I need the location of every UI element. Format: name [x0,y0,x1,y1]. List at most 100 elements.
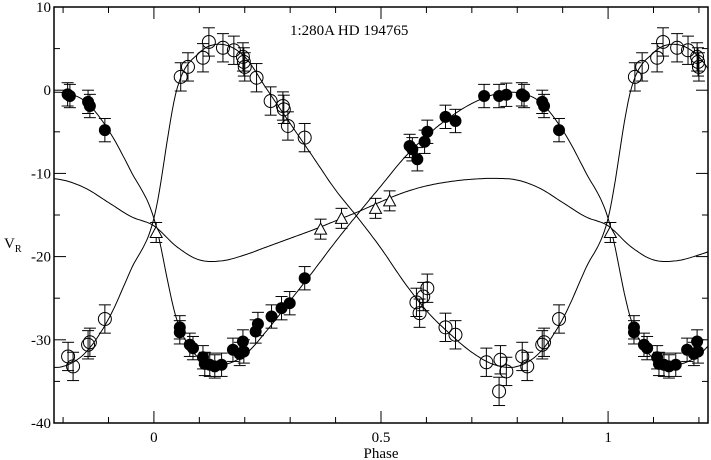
open-circle-marker [552,312,567,326]
data-point-series-2 [650,43,665,73]
data-point-series-1 [298,266,311,291]
filled-circle-marker [478,90,491,103]
open-triangle-marker [334,211,349,224]
data-point-series-1 [265,304,278,329]
open-circle-marker [635,59,650,74]
data-point-series-3 [313,218,328,240]
open-circle-marker [82,335,97,350]
filled-circle-marker [691,335,704,348]
filled-circle-marker [251,317,264,330]
open-circle-marker [479,355,494,370]
axis-ticks: 0 0.5 1 -40 -30 -20 -10 0 10 [31,0,708,446]
data-point-series-2 [173,62,188,92]
x-axis-label: Phase [364,446,399,460]
plot-frame [53,6,709,424]
open-circle-marker [499,364,514,379]
open-circle-marker [276,102,291,117]
y-tick-label: -30 [31,333,51,349]
open-circle-marker [66,359,81,374]
open-circle-marker [280,118,295,133]
data-point-series-2 [237,52,252,82]
data-point-series-2 [82,327,97,357]
data-point-series-1 [553,117,566,143]
data-point-series-1 [449,108,462,134]
open-circle-marker [691,59,706,74]
data-point-series-2 [681,35,696,65]
filled-circle-marker [421,125,434,138]
data-point-series-2 [180,52,195,82]
open-circle-marker [226,43,241,58]
data-point-series-3 [149,221,164,243]
data-point-series-1 [669,352,682,377]
data-point-series-2 [479,347,494,377]
data-point-series-1 [283,291,296,316]
data-point-series-1 [538,93,551,119]
data-point-series-1 [421,119,434,144]
open-circle-marker [492,384,507,399]
data-point-series-2 [249,63,264,93]
open-circle-marker [215,40,230,55]
open-triangle-marker [368,201,383,214]
x-tick-label: 1 [604,430,612,446]
filled-circle-marker [641,342,654,355]
data-point-series-3 [603,221,618,243]
data-point-series-1 [251,311,264,337]
open-circle-marker [237,59,252,74]
open-circle-marker [173,69,188,84]
data-point-series-2 [499,356,514,387]
filled-circle-marker [439,110,452,123]
open-circle-marker [691,54,706,69]
filled-circle-marker [538,100,551,113]
data-point-series-2 [215,33,230,63]
data-point-series-2 [297,122,312,153]
open-triangle-marker [382,193,397,207]
data-point-series-2 [635,52,650,82]
fit-curve-1 [54,91,709,366]
data-point-series-2 [670,33,685,63]
data-point-series-1 [237,339,250,364]
filled-circle-marker [298,272,311,285]
data-point-series-2 [195,43,210,73]
open-circle-marker [420,281,435,296]
open-circle-marker [448,327,463,342]
open-circle-marker [249,70,264,85]
open-circle-marker [235,49,250,64]
data-point-series-2 [691,52,706,82]
data-point-series-2 [280,111,295,141]
open-circle-marker [201,34,216,49]
x-tick-label: 0.5 [372,430,391,446]
data-point-series-2 [66,351,81,382]
fit-curves [53,43,709,368]
filled-circle-marker [283,297,296,310]
filled-circle-marker [449,114,462,127]
x-tick-label: 0 [150,430,158,446]
filled-circle-marker [186,342,199,355]
data-point-series-1 [692,339,705,364]
filled-circle-marker [692,345,705,358]
data-point-series-2 [448,320,463,350]
open-circle-marker [650,50,665,65]
y-axis-label: VR [4,236,22,255]
open-circle-marker [412,306,427,321]
filled-circle-marker [553,124,566,137]
filled-circle-marker [500,88,513,101]
data-point-series-2 [520,351,535,382]
filled-circle-marker [98,124,111,137]
open-circle-marker [195,50,210,65]
data-point-series-2 [627,62,642,92]
open-circle-marker [535,337,550,352]
data-point-series-3 [382,190,397,212]
data-point-series-1 [83,93,96,119]
filled-circle-marker [173,326,186,339]
data-point-series-1 [627,320,640,345]
open-circle-marker [263,94,278,109]
open-circle-marker [97,312,112,326]
open-circle-marker [627,69,642,84]
open-triangle-marker [603,225,618,238]
filled-circle-marker [236,335,249,348]
data-point-series-2 [97,304,112,334]
open-circle-marker [438,320,453,335]
open-circle-marker [81,337,96,352]
data-points [61,27,706,407]
filled-circle-marker [627,326,640,339]
